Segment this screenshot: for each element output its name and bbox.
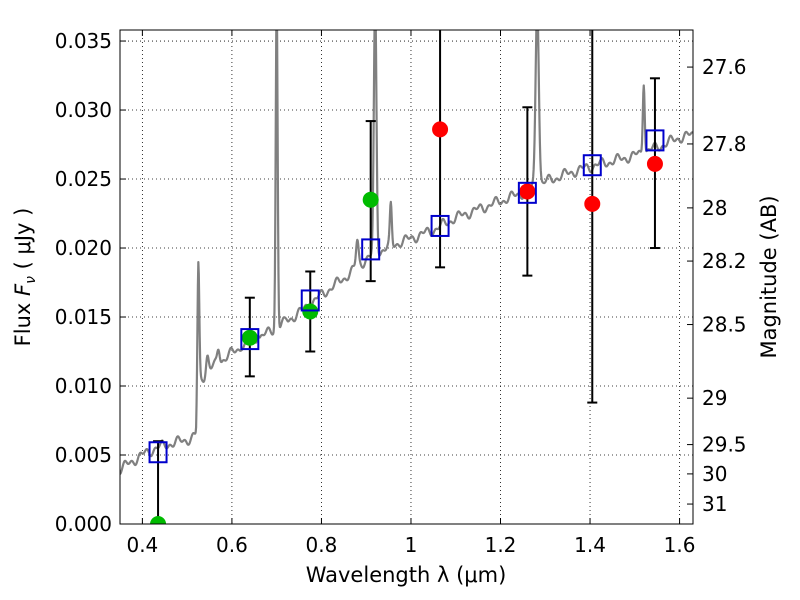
errorbars bbox=[153, 30, 660, 524]
y2-tick-label: 28.5 bbox=[702, 313, 747, 337]
y2-tick-label: 27.6 bbox=[702, 55, 747, 79]
y-tick-label: 0.010 bbox=[55, 374, 112, 398]
y2-tick-label: 31 bbox=[702, 492, 727, 516]
x-tick-label: 0.8 bbox=[306, 533, 338, 557]
x-tick-label: 1.2 bbox=[485, 533, 517, 557]
y-axis-label-sub: ν bbox=[23, 276, 39, 284]
y-axis-label-post: ( μJy ) bbox=[11, 208, 35, 276]
y-tick-label: 0.020 bbox=[55, 236, 112, 260]
upper-limit-point bbox=[584, 195, 601, 212]
model-photometry-point bbox=[582, 154, 602, 177]
y2-tick-label: 28 bbox=[702, 196, 727, 220]
upper-limit-point bbox=[432, 121, 449, 138]
x-axis-label: Wavelength λ (μm) bbox=[306, 563, 507, 587]
plot-background bbox=[120, 30, 693, 524]
y2-axis-label: Magnitude (AB) bbox=[757, 195, 781, 358]
model-photometry-point bbox=[430, 214, 450, 237]
x-tick-label: 0.6 bbox=[216, 533, 248, 557]
model-photometry-point bbox=[361, 238, 381, 261]
model-photometry-point bbox=[148, 441, 168, 464]
detection-point bbox=[150, 516, 167, 524]
y-tick-label: 0.000 bbox=[55, 512, 112, 536]
axis-ticks bbox=[120, 30, 693, 525]
x-tick-label: 0.4 bbox=[126, 533, 158, 557]
detection-point bbox=[302, 303, 319, 320]
detection-point bbox=[241, 329, 258, 346]
x-tick-label: 1 bbox=[405, 533, 418, 557]
y2-tick-label: 28.2 bbox=[702, 249, 747, 273]
tick-labels: 0.4 0.6 0.8 1 1.2 1.4 1.6 0.000 0.005 0.010 0.015 0… bbox=[55, 29, 747, 557]
y-tick-label: 0.005 bbox=[55, 443, 112, 467]
y2-tick-label: 29.5 bbox=[702, 433, 747, 457]
x-tick-label: 1.4 bbox=[574, 533, 606, 557]
y2-tick-label: 30 bbox=[702, 462, 727, 486]
y-tick-label: 0.015 bbox=[55, 305, 112, 329]
y-tick-label: 0.035 bbox=[55, 29, 112, 53]
model-photometry-point bbox=[517, 181, 537, 204]
model-spectrum-line bbox=[120, 30, 693, 475]
plot-frame bbox=[119, 29, 694, 525]
y2-tick-label: 27.8 bbox=[702, 132, 747, 156]
y-tick-label: 0.025 bbox=[55, 167, 112, 191]
plot-area bbox=[120, 30, 693, 524]
y-axis-label: Flux Fν ( μJy ) bbox=[11, 208, 39, 347]
upper-limit-point bbox=[519, 183, 536, 200]
model-photometry-point bbox=[645, 129, 665, 152]
markers bbox=[148, 121, 665, 524]
detection-point bbox=[362, 191, 379, 208]
upper-limit-point bbox=[646, 155, 663, 172]
y-axis-label-var: F bbox=[11, 283, 35, 296]
x-tick-label: 1.6 bbox=[664, 533, 696, 557]
y-tick-label: 0.030 bbox=[55, 98, 112, 122]
model-photometry-point bbox=[300, 289, 320, 312]
y2-tick-label: 29 bbox=[702, 386, 727, 410]
y-axis-label-pre: Flux bbox=[11, 296, 35, 346]
model-photometry-point bbox=[240, 328, 260, 351]
